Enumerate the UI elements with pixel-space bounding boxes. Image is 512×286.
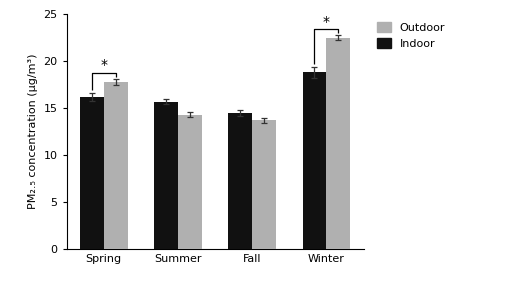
Bar <box>326 38 350 249</box>
Legend: Outdoor, Indoor: Outdoor, Indoor <box>375 20 447 51</box>
Text: *: * <box>323 15 330 29</box>
Y-axis label: PM₂.₅ concentration (μg/m³): PM₂.₅ concentration (μg/m³) <box>28 54 38 209</box>
Bar <box>154 102 178 249</box>
Bar <box>178 115 202 249</box>
Text: *: * <box>100 58 108 72</box>
Bar <box>228 113 252 249</box>
Bar <box>252 120 276 249</box>
Bar <box>80 97 104 249</box>
Bar <box>104 82 127 249</box>
Bar <box>303 72 326 249</box>
